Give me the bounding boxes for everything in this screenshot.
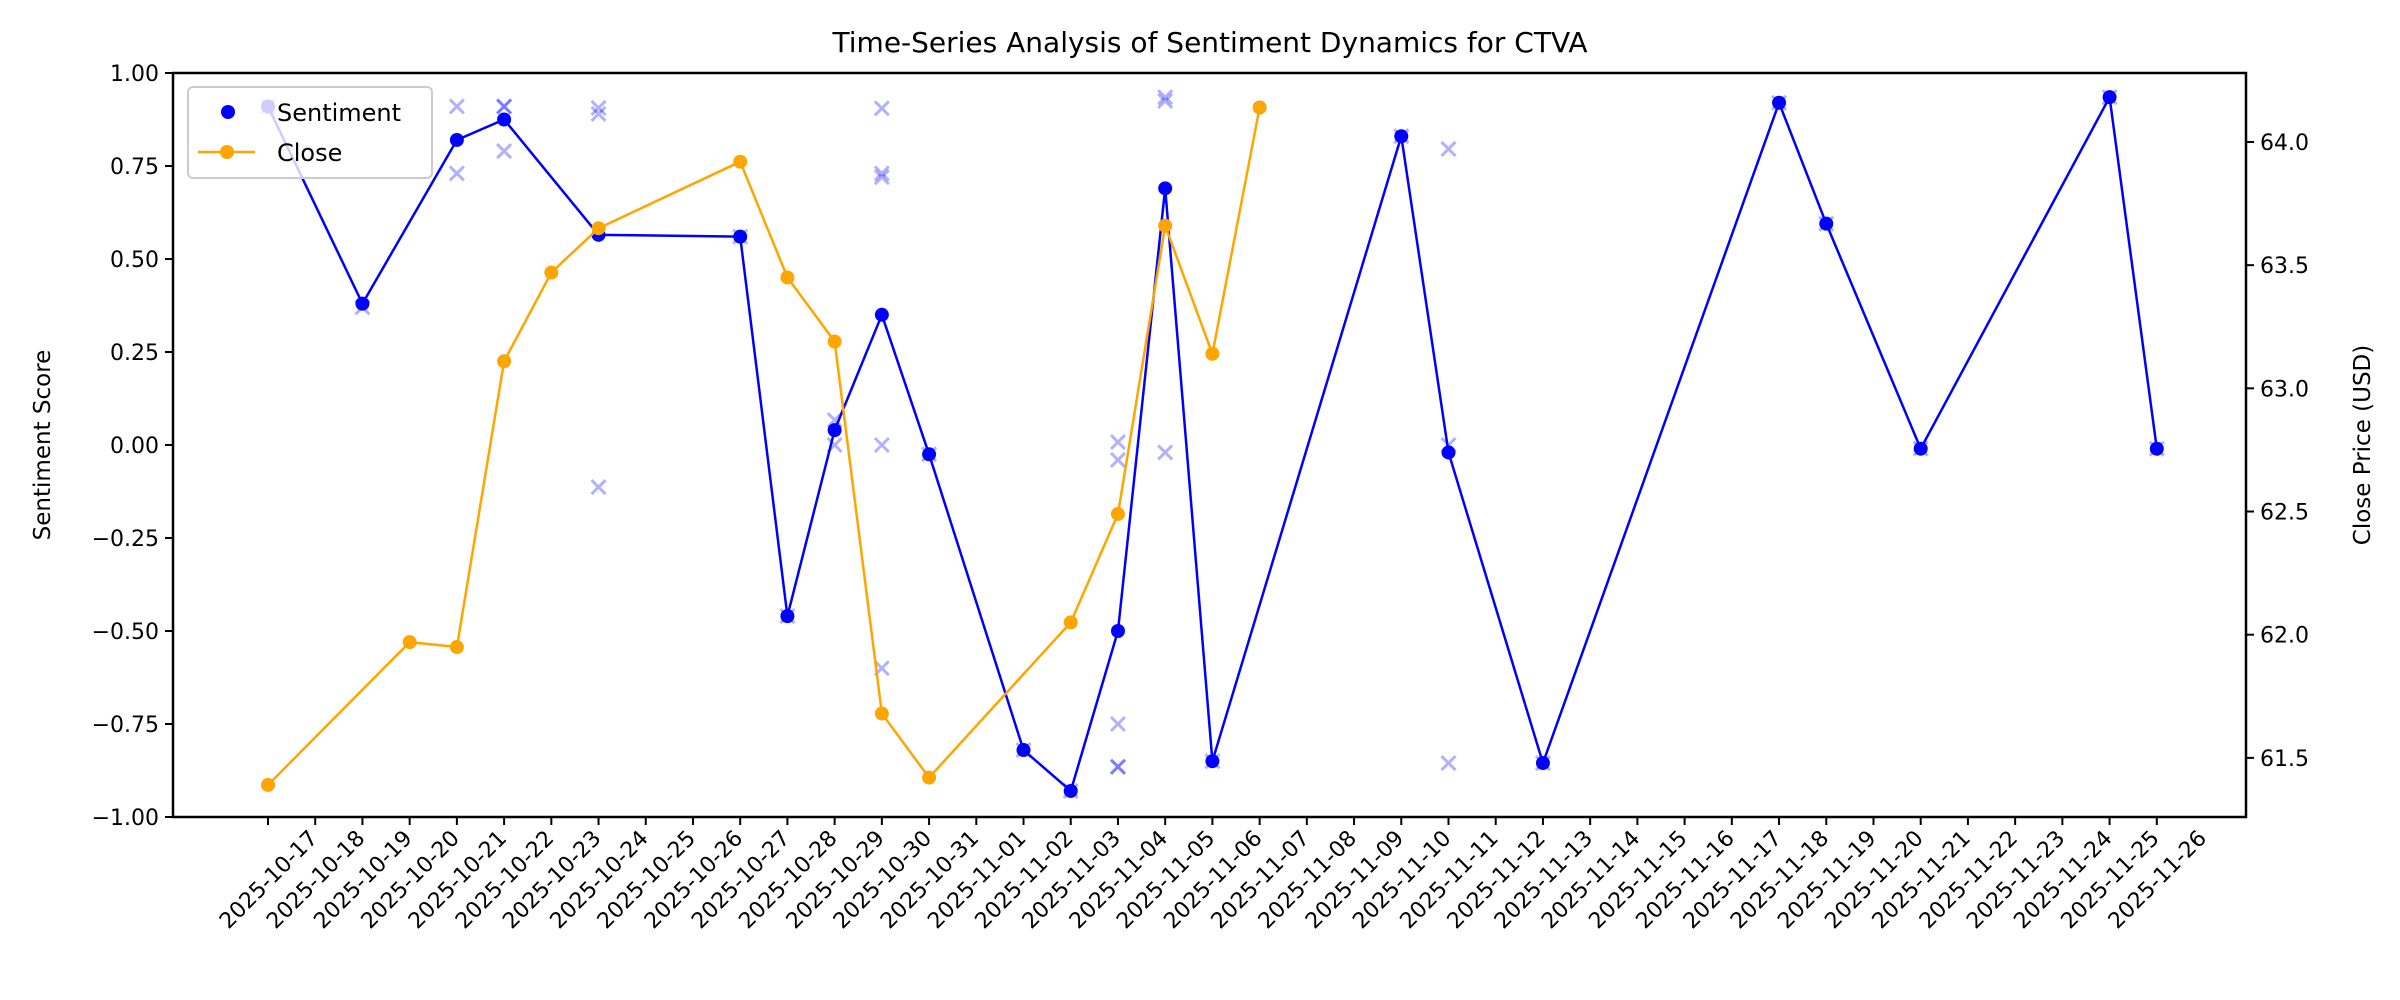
y-axis-label-right: Close Price (USD) [2350, 345, 2376, 545]
data-point [1016, 743, 1031, 758]
x-marker-icon [873, 100, 890, 117]
x-marker-icon [873, 165, 890, 182]
legend: Sentiment Close [187, 86, 433, 179]
data-point [827, 334, 842, 349]
x-marker-icon [448, 165, 465, 182]
y-tick-label: 1.00 [110, 62, 159, 87]
y-tick-label: −0.25 [92, 527, 159, 552]
data-point [874, 307, 889, 322]
y-tick-label: −1.00 [92, 806, 159, 831]
x-marker-icon [496, 98, 513, 115]
x-marker-icon [1109, 433, 1127, 451]
data-point [497, 112, 512, 127]
legend-box [187, 86, 433, 179]
legend-sentiment-label: Sentiment [277, 99, 401, 127]
y-tick-label: 0.50 [110, 248, 159, 273]
y-tick-label: −0.50 [92, 620, 159, 645]
data-point [544, 265, 559, 280]
data-point [1252, 100, 1267, 115]
data-point [591, 221, 606, 236]
y-right-tick-label: 62.0 [2260, 624, 2309, 649]
close-price-series [261, 100, 1267, 792]
y-right-tick-label: 64.0 [2260, 131, 2309, 156]
data-point [1441, 445, 1456, 460]
x-marker-icon [496, 98, 513, 115]
x-marker-icon [496, 143, 513, 160]
data-point [355, 296, 370, 311]
y-tick-label: 0.75 [110, 155, 159, 180]
legend-close-marker-icon [220, 145, 234, 159]
x-marker-icon [590, 478, 607, 496]
data-point [1110, 624, 1125, 638]
data-point [1535, 756, 1550, 771]
y-right-tick-label: 61.5 [2260, 747, 2309, 772]
legend-sentiment-marker-icon [221, 105, 235, 119]
data-point [402, 635, 417, 650]
series-line [267, 107, 1261, 786]
y-tick-label: 0.00 [110, 434, 159, 459]
data-point [922, 770, 937, 785]
x-marker-icon [1109, 758, 1127, 775]
data-point [1205, 754, 1220, 769]
data-point [874, 706, 889, 721]
y-axis-label-left: Sentiment Score [30, 350, 56, 541]
x-marker-icon [1440, 140, 1457, 157]
x-marker-icon [1109, 451, 1127, 468]
data-point [2149, 441, 2164, 456]
x-marker-icon [1109, 715, 1127, 733]
chart-title: Time-Series Analysis of Sentiment Dynami… [832, 26, 1588, 59]
right-y-axis: 64.0 63.5 63.0 62.5 62.0 61.5 [2246, 131, 2309, 772]
data-point [1158, 218, 1173, 233]
data-point [449, 132, 464, 147]
data-point [827, 423, 842, 438]
x-marker-icon [1440, 754, 1457, 772]
data-point [780, 270, 795, 285]
legend-close-label: Close [277, 139, 342, 167]
data-point [733, 154, 748, 169]
data-point [1913, 441, 1928, 456]
y-right-tick-label: 63.0 [2260, 377, 2309, 402]
y-right-tick-label: 62.5 [2260, 501, 2309, 526]
x-marker-icon [826, 412, 843, 429]
data-point [1819, 216, 1834, 231]
data-point [1063, 783, 1078, 798]
data-point [1394, 129, 1409, 144]
x-marker-icon [590, 99, 607, 117]
data-point [1063, 615, 1078, 630]
plot-frame [171, 71, 2248, 819]
left-y-axis: 1.00 0.75 0.50 0.25 0.00 −0.25 −0.50 −0.75 −1.00 [92, 62, 173, 831]
x-marker-icon [1109, 758, 1127, 775]
data-point [261, 777, 275, 792]
data-point [449, 640, 464, 655]
x-marker-icon [1157, 444, 1174, 461]
x-marker-icon [448, 98, 465, 115]
data-point [922, 447, 937, 462]
y-right-tick-label: 63.5 [2260, 254, 2309, 279]
x-marker-icon [1157, 92, 1174, 109]
data-point [1158, 181, 1173, 196]
y-tick-label: −0.75 [92, 713, 159, 738]
data-point [1110, 506, 1125, 521]
data-point [780, 609, 795, 624]
y-tick-label: 0.25 [110, 341, 159, 366]
sentiment-series [261, 90, 2164, 798]
data-point [2102, 90, 2117, 105]
x-marker-icon [1157, 89, 1174, 106]
x-marker-icon [873, 436, 890, 454]
data-point [1205, 346, 1220, 361]
x-marker-icon [590, 105, 607, 122]
x-marker-icon [873, 169, 890, 186]
data-point [733, 229, 748, 244]
data-point [497, 354, 512, 369]
data-point [1772, 95, 1787, 110]
